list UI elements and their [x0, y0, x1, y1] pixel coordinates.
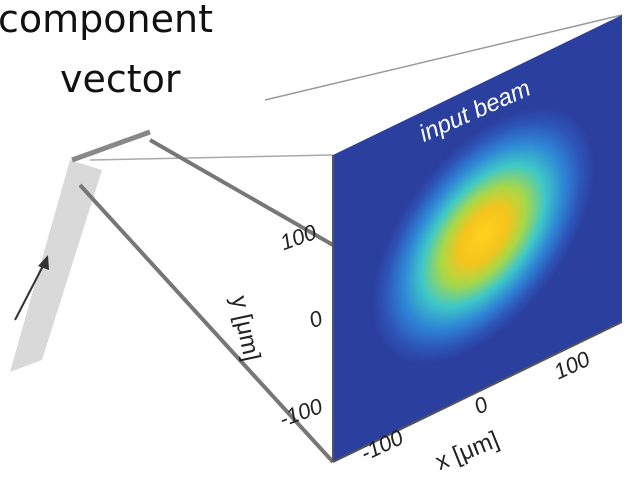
caption-line: vector — [60, 57, 181, 101]
page: component vector input beam 100 0 -100 y… — [0, 0, 633, 484]
figure: component vector input beam 100 0 -100 y… — [0, 0, 633, 484]
x-tick-label: 0 — [470, 391, 492, 419]
y-tick-label: 0 — [306, 305, 327, 333]
mirror — [72, 132, 150, 160]
x-axis-label: x [μm] — [432, 426, 503, 476]
beam-panel — [333, 10, 633, 462]
ray — [90, 155, 333, 160]
caption-line: component — [0, 0, 213, 41]
y-tick-label: 100 — [277, 219, 321, 255]
